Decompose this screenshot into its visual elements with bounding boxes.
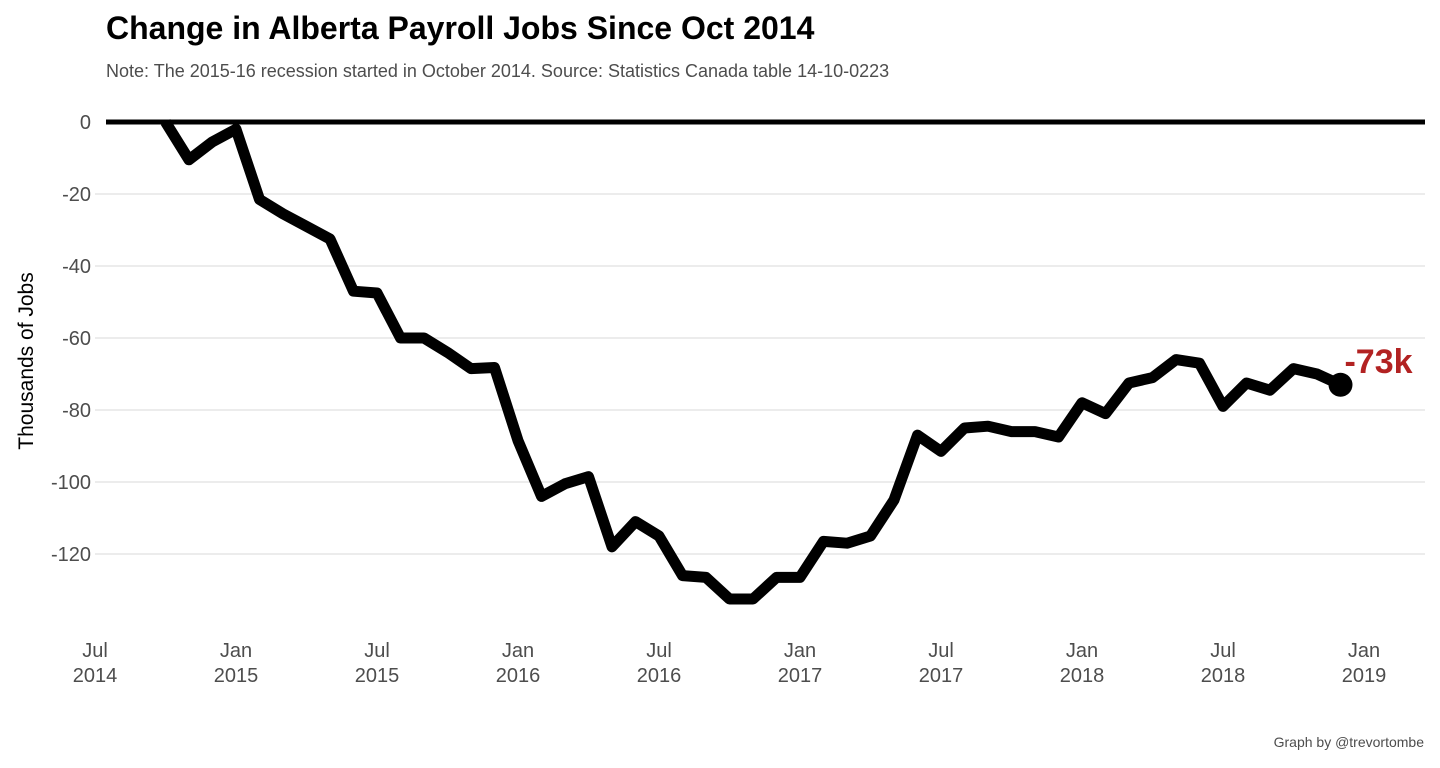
x-tick-label: 2016: [496, 665, 541, 687]
x-tick-label: Jul: [364, 640, 390, 662]
x-tick-label: Jan: [1348, 640, 1380, 662]
x-tick-label: 2019: [1342, 665, 1387, 687]
x-tick-label: 2017: [778, 665, 823, 687]
x-tick-label: 2018: [1060, 665, 1105, 687]
chart-subtitle: Note: The 2015-16 recession started in O…: [106, 61, 890, 81]
y-tick-label: -80: [62, 400, 91, 422]
x-tick-label: 2015: [355, 665, 400, 687]
x-tick-label: 2018: [1201, 665, 1246, 687]
end-value-label: -73k: [1344, 343, 1412, 381]
series-layer: [160, 119, 1353, 605]
y-tick-label: -120: [51, 544, 91, 566]
x-tick-label: Jul: [646, 640, 672, 662]
y-tick-label: -100: [51, 472, 91, 494]
y-tick-label: -20: [62, 184, 91, 206]
x-tick-label: Jan: [502, 640, 534, 662]
y-tick-label: -40: [62, 256, 91, 278]
x-axis-ticks: Jul 2014 Jan 2015 Jul 2015 Jan 2016 Jul 2016 Jan 20…: [73, 640, 1387, 687]
end-point-marker: [1328, 372, 1353, 397]
x-tick-label: Jan: [784, 640, 816, 662]
gridlines: [95, 193, 1425, 555]
x-tick-label: 2015: [214, 665, 259, 687]
x-tick-label: 2016: [637, 665, 682, 687]
chart-caption: Graph by @trevortombe: [1273, 734, 1424, 750]
x-tick-label: 2017: [919, 665, 964, 687]
y-tick-label: 0: [80, 112, 91, 134]
series-line-alberta-payroll-jobs: [160, 119, 1343, 605]
x-tick-label: Jul: [1210, 640, 1236, 662]
x-tick-label: Jul: [82, 640, 108, 662]
y-tick-label: -60: [62, 328, 91, 350]
y-axis-ticks: 0 -20 -40 -60 -80 -100 -120: [51, 112, 91, 566]
x-tick-label: 2014: [73, 665, 118, 687]
x-tick-label: Jul: [928, 640, 954, 662]
x-tick-label: Jan: [220, 640, 252, 662]
x-tick-label: Jan: [1066, 640, 1098, 662]
chart-title: Change in Alberta Payroll Jobs Since Oct…: [106, 10, 815, 46]
y-axis-label: Thousands of Jobs: [15, 272, 38, 449]
